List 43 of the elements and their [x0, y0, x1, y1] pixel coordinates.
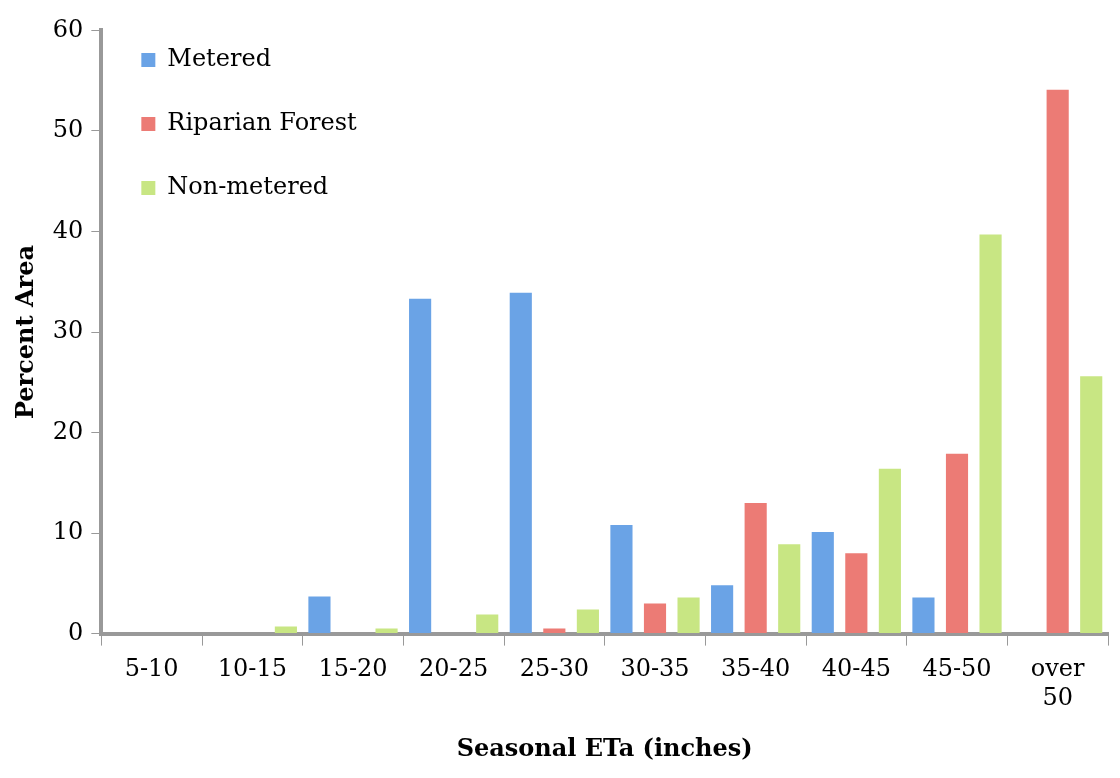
y-tick-label: 50: [52, 115, 84, 144]
y-tick-label: 10: [52, 517, 84, 546]
bar: [711, 585, 734, 634]
bar: [375, 628, 398, 634]
bar: [409, 298, 432, 634]
x-tick-label: 25-30: [519, 654, 589, 683]
y-tick-label: 0: [68, 617, 84, 646]
bar: [308, 596, 331, 634]
y-tick-label: 60: [52, 14, 84, 43]
bar: [1080, 376, 1103, 634]
x-tick-label: 15-20: [318, 654, 388, 683]
x-tick-label: 5-10: [124, 654, 179, 683]
bar: [1046, 89, 1069, 634]
bar: [778, 544, 801, 634]
bar: [576, 609, 599, 634]
bar: [744, 502, 767, 634]
bar: [912, 597, 935, 634]
bar: [476, 614, 499, 634]
y-axis-title: Percent Area: [9, 244, 39, 420]
legend-label: Riparian Forest: [167, 108, 358, 137]
legend-label: Metered: [167, 44, 272, 73]
x-tick-label: 20-25: [419, 654, 489, 683]
bar: [845, 553, 868, 634]
x-tick-label: 45-50: [922, 654, 992, 683]
bar: [677, 597, 700, 634]
x-tick-label: 40-45: [821, 654, 891, 683]
bar: [643, 603, 667, 634]
x-tick-label: 30-35: [620, 654, 690, 683]
bar: [878, 468, 901, 634]
bar: [509, 292, 532, 634]
y-tick-label: 40: [52, 215, 84, 244]
x-tick-label: over 50: [1030, 654, 1086, 712]
legend-label: Non-metered: [167, 172, 329, 201]
bar: [274, 626, 297, 634]
bar: [610, 525, 633, 634]
bar: [979, 234, 1002, 634]
x-tick-label: 35-40: [721, 654, 791, 683]
x-tick-label: 10-15: [217, 654, 287, 683]
y-tick-label: 20: [52, 416, 84, 445]
y-tick-label: 30: [52, 316, 84, 345]
x-axis-title: Seasonal ETa (inches): [456, 732, 753, 762]
bar: [945, 453, 969, 634]
bar: [811, 532, 834, 634]
